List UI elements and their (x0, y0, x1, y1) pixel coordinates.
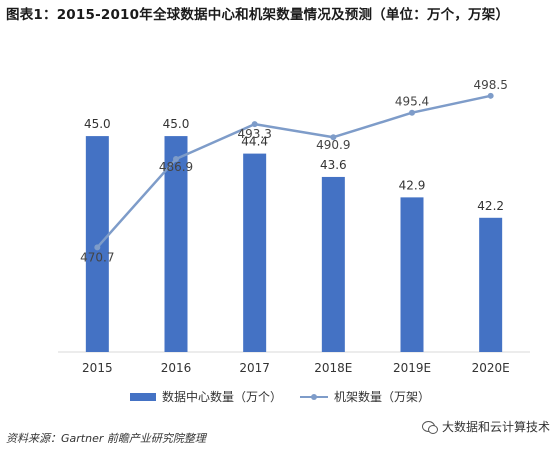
x-tick-label: 2020E (472, 361, 510, 375)
line-point (330, 134, 337, 141)
x-tick-label: 2016 (161, 361, 192, 375)
legend-line-swatch (300, 392, 329, 402)
legend-bar-swatch (130, 392, 156, 401)
watermark: 大数据和云计算技术 (421, 418, 550, 435)
x-tick-label: 2018E (314, 361, 352, 375)
line-value-label: 486.9 (159, 160, 193, 174)
source-note: 资料来源：Gartner 前瞻产业研究院整理 (6, 432, 206, 445)
bar (243, 153, 267, 352)
x-tick-label: 2015 (82, 361, 113, 375)
bar (400, 197, 424, 352)
bar (85, 136, 109, 352)
line-point (487, 92, 494, 99)
legend-bar-label: 数据中心数量（万个） (162, 390, 283, 404)
line-point (409, 109, 415, 116)
line-point (173, 156, 179, 163)
legend-line-label: 机架数量（万架） (334, 390, 431, 404)
bar-value-label: 45.0 (163, 117, 190, 131)
line-value-label: 498.5 (473, 78, 507, 92)
chart-legend: 数据中心数量（万个） 机架数量（万架） (130, 388, 430, 405)
x-tick-label: 2017 (239, 361, 270, 375)
line-series (96, 94, 491, 249)
watermark-text: 大数据和云计算技术 (441, 420, 550, 434)
line-point (94, 244, 101, 251)
legend-item-line: 机架数量（万架） (300, 388, 430, 405)
bar (164, 136, 188, 352)
bar-value-label: 44.4 (241, 135, 268, 149)
wechat-icon (421, 420, 438, 434)
line-point (251, 121, 258, 128)
bar-value-label: 42.9 (399, 178, 426, 192)
bar (321, 176, 345, 352)
line-value-label: 470.7 (80, 250, 114, 264)
chart-title: 图表1：2015-2010年全球数据中心和机架数量情况及预测（单位：万个，万架） (6, 7, 510, 23)
bar-value-label: 43.6 (320, 158, 347, 172)
line-value-label: 490.9 (316, 138, 350, 152)
bar-value-label: 45.0 (84, 117, 111, 131)
bar-value-label: 42.2 (477, 199, 504, 213)
line-value-label: 493.3 (237, 127, 271, 141)
legend-item-bar: 数据中心数量（万个） (130, 388, 282, 405)
bar (479, 217, 503, 352)
line-value-label: 495.4 (395, 95, 429, 109)
x-tick-label: 2019E (393, 361, 431, 375)
